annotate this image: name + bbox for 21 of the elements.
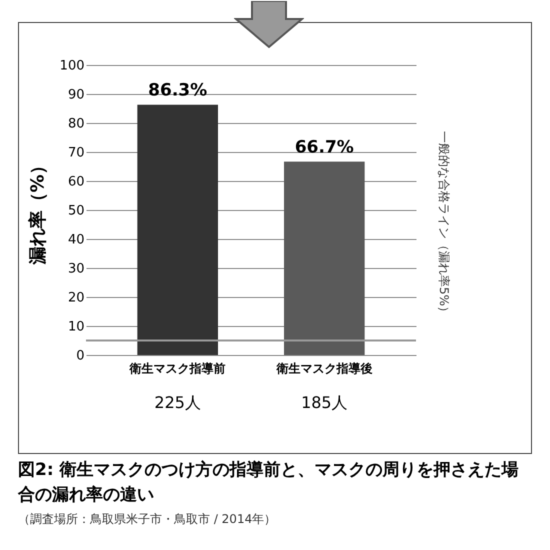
text: （調査場所：鳥取県米子市・鳥取市 / 2014年） bbox=[18, 511, 278, 528]
x-tick-label: 衛生マスク指導前 bbox=[128, 362, 226, 376]
y-tick-label: 30 bbox=[68, 262, 84, 276]
y-tick-label: 100 bbox=[60, 58, 84, 74]
data-label: 86.3% bbox=[148, 80, 208, 101]
ref-line-label: 一般的な合格ライン（漏れ率5%） bbox=[437, 130, 451, 318]
text: 225人 bbox=[154, 393, 201, 412]
y-tick-label: 60 bbox=[68, 174, 84, 190]
text: 185人 bbox=[301, 393, 348, 412]
y-tick-label: 80 bbox=[68, 116, 84, 132]
text: 図2: 衛生マスクのつけ方の指導前と、マスクの周りを押さえた場合の漏れ率の違い bbox=[18, 459, 520, 507]
y-tick-label: 90 bbox=[68, 88, 84, 102]
y-tick-label: 40 bbox=[68, 232, 84, 248]
data-label: 66.7% bbox=[294, 138, 354, 158]
y-tick-label: 50 bbox=[68, 204, 84, 218]
x-tick-label: 衛生マスク指導後 bbox=[275, 362, 372, 376]
y-axis-title: 漏れ率（%） bbox=[28, 156, 49, 266]
y-tick-label: 0 bbox=[76, 348, 84, 364]
y-tick-label: 20 bbox=[68, 290, 84, 306]
y-tick-label: 70 bbox=[68, 146, 84, 160]
y-tick-label: 10 bbox=[68, 320, 84, 334]
